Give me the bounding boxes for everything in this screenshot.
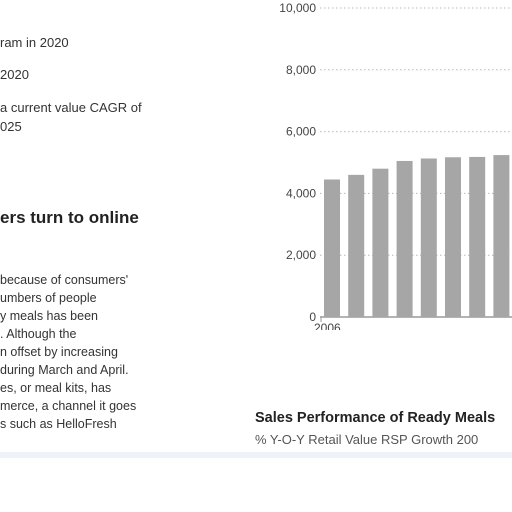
chart-svg: 0 2,000 4,000 6,000 8,000 10,000 2006 (279, 1, 512, 335)
article-body-line: n offset by increasing (0, 345, 118, 359)
article-body-line: y meals has been (0, 309, 98, 323)
section-heading: ers turn to online (0, 208, 139, 227)
bar (445, 157, 461, 317)
bar (348, 174, 365, 317)
article-body-line: during March and April. (0, 363, 129, 377)
article-body: because of consumers' umbers of people y m… (0, 271, 136, 433)
bar (420, 158, 437, 317)
article-body-line: umbers of people (0, 291, 97, 305)
stat-line-2: 2020 (0, 67, 29, 82)
article-body-line: es, or meal kits, has (0, 381, 112, 395)
bar (372, 168, 389, 317)
stat-line-1: ram in 2020 (0, 35, 69, 50)
bar (396, 160, 413, 317)
x-tick-label: 2006 (314, 321, 341, 330)
bar (493, 155, 510, 317)
bar (469, 156, 486, 317)
y-tick-label: 2,000 (286, 248, 316, 262)
y-tick-label: 0 (309, 310, 316, 324)
y-tick-label: 6,000 (286, 125, 316, 139)
y-tick-label: 4,000 (286, 186, 316, 200)
stat-line-3: a current value CAGR of (0, 100, 142, 115)
section-divider (0, 452, 512, 458)
bar (324, 179, 340, 317)
stat-line-4: 025 (0, 119, 22, 134)
article-body-line: s such as HelloFresh (0, 417, 117, 431)
bar-chart: 0 2,000 4,000 6,000 8,000 10,000 2006 (250, 0, 512, 335)
article-column: ram in 2020 2020 a current value CAGR of… (0, 0, 240, 450)
article-body-line: because of consumers' (0, 273, 129, 287)
article-body-line: merce, a channel it goes (0, 399, 137, 413)
chart-title: Sales Performance of Ready Meals (255, 410, 496, 426)
article-body-line: . Although the (0, 327, 77, 341)
y-tick-label: 8,000 (286, 63, 316, 77)
chart-subtitle: % Y-O-Y Retail Value RSP Growth 200 (255, 432, 479, 447)
y-tick-label: 10,000 (279, 1, 316, 15)
